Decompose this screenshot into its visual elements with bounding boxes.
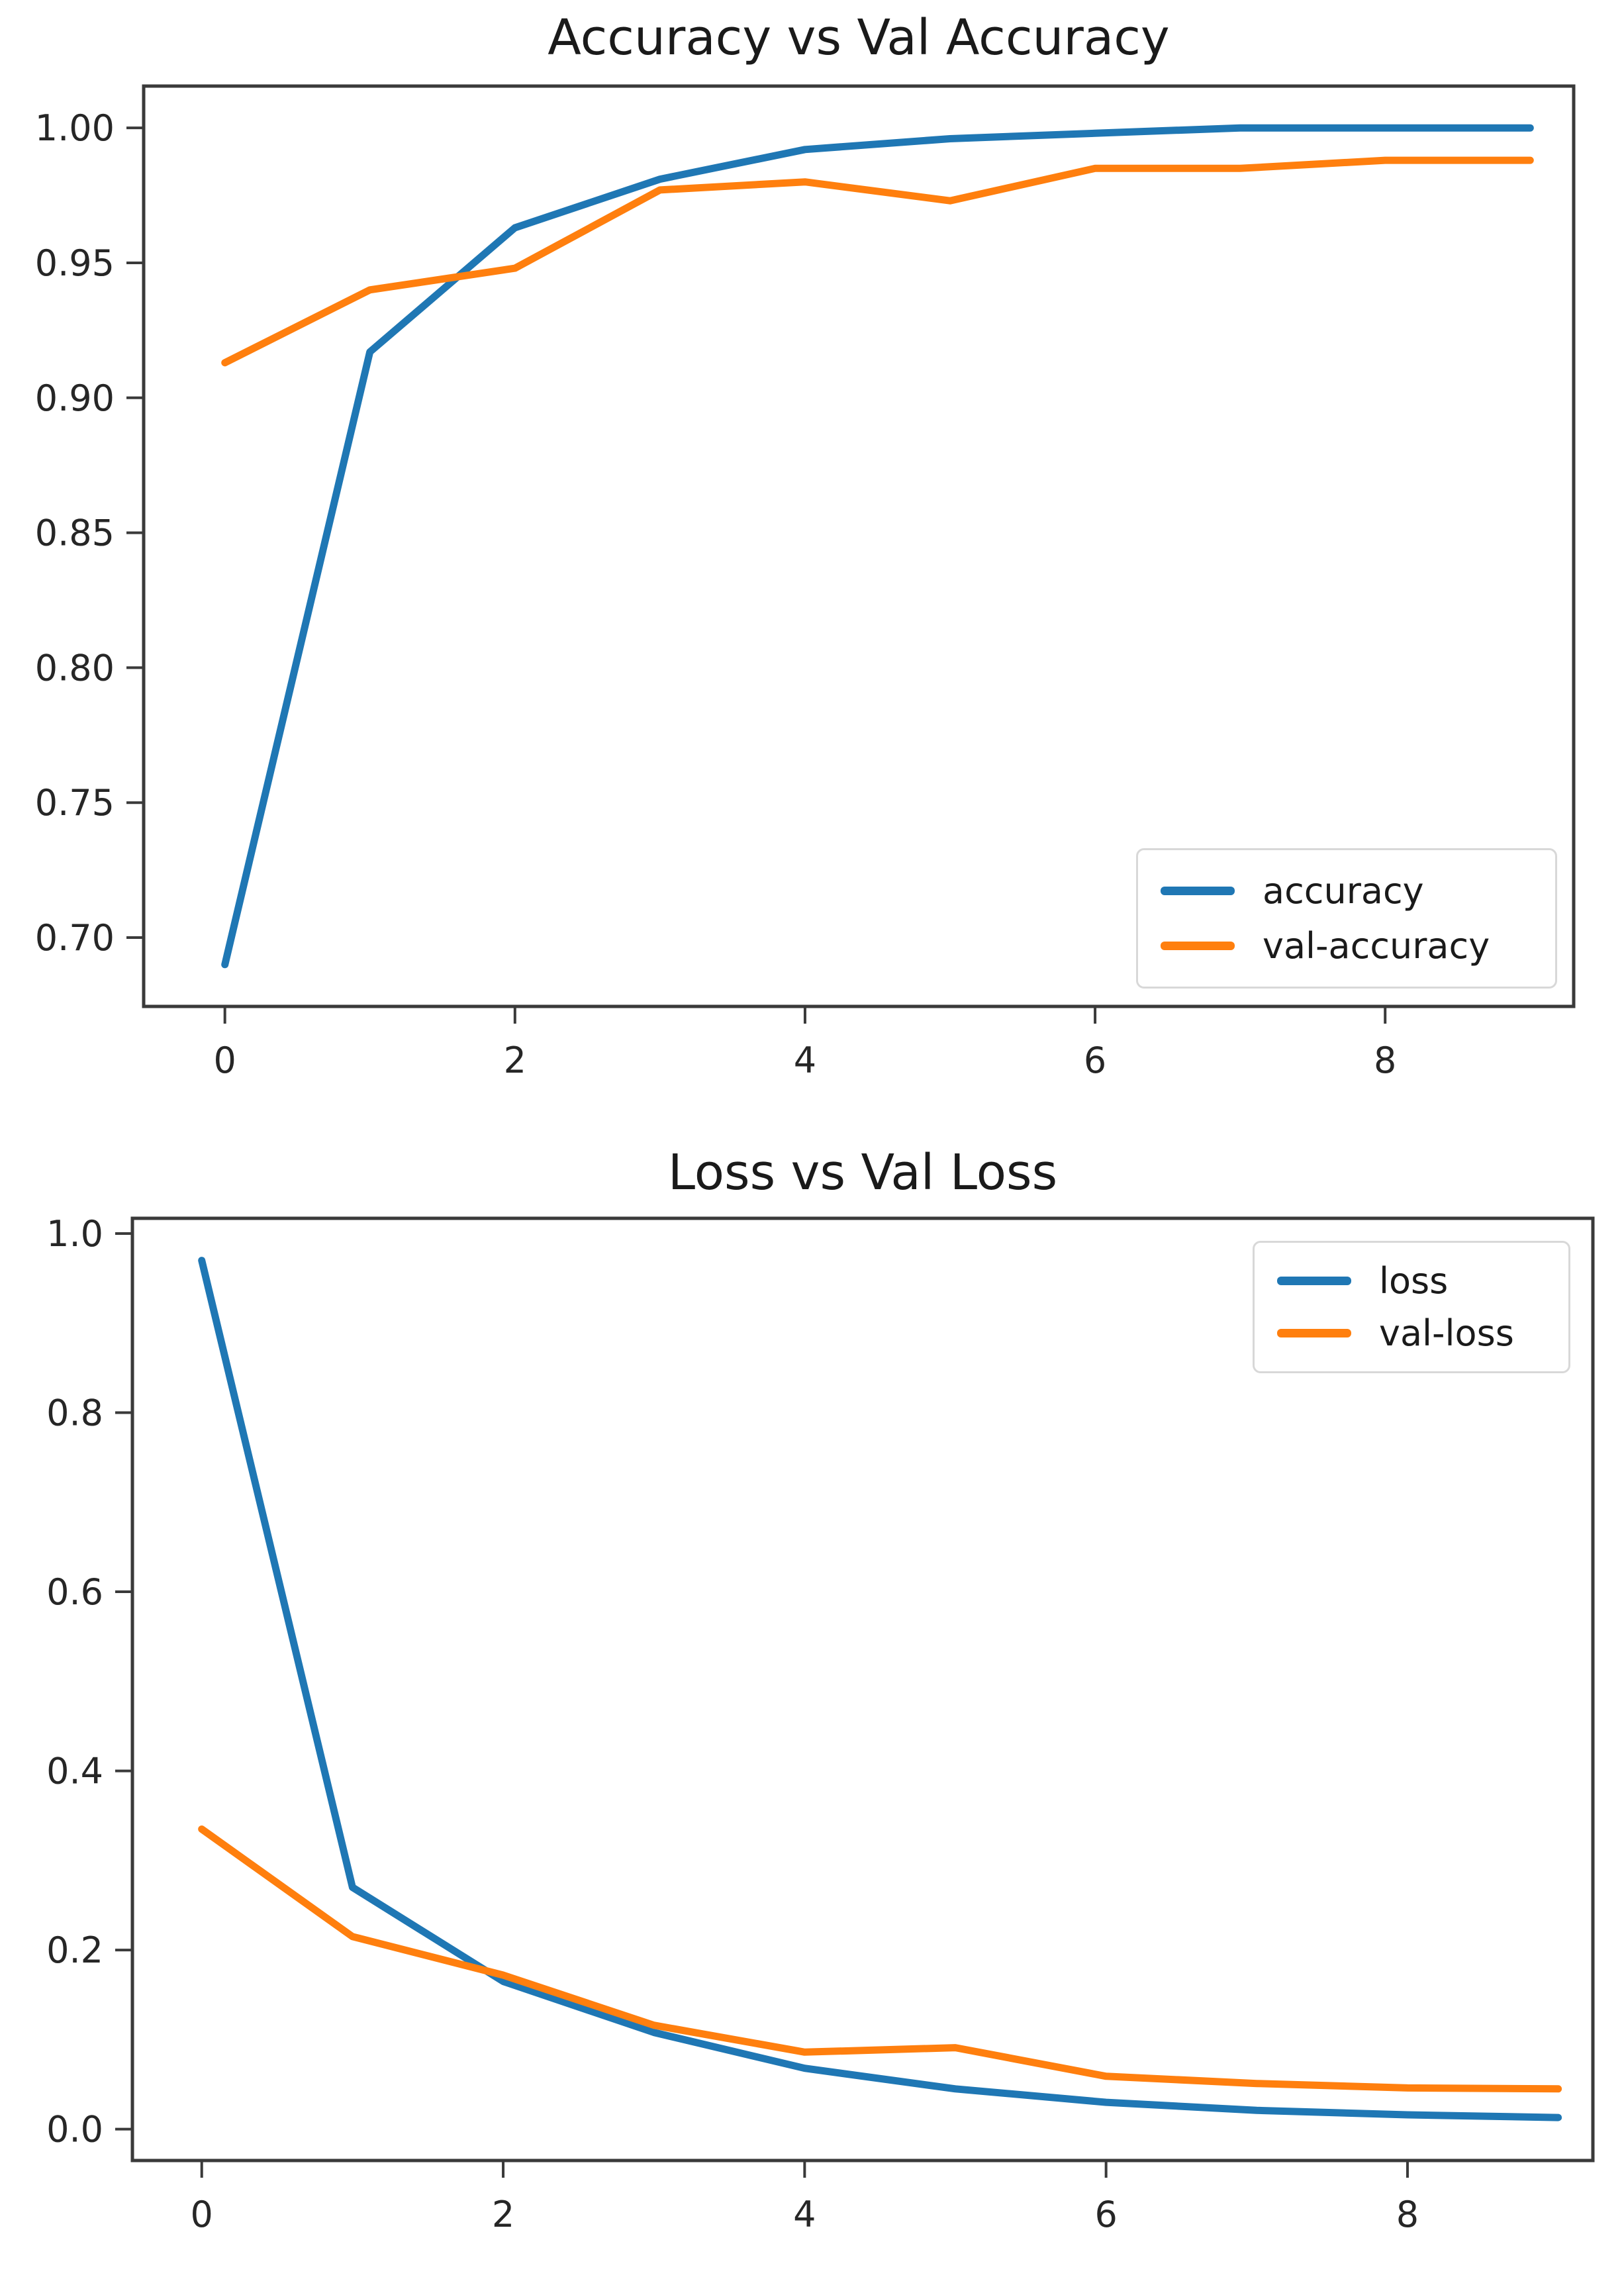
legend-item-loss: loss: [1277, 1260, 1546, 1302]
legend-item-val-accuracy: val-accuracy: [1161, 925, 1533, 967]
val-loss-line: [198, 1825, 1562, 2093]
y-tick-label: 0.75: [35, 782, 115, 824]
x-tick-label: 8: [1374, 1040, 1396, 1081]
loss-plot-canvas: 0 2 4 6 8 1.0 0.8 0.6 0.4 0.2 0.0: [46, 1213, 1595, 2235]
y-tick-label: 0.95: [35, 242, 115, 284]
val-accuracy-line-swatch: [1161, 942, 1235, 950]
x-tick-label: 2: [492, 2194, 514, 2235]
accuracy-chart-figure: 0 2 4 6 8 1.00 0.95 0.90 0.85 0.80 0.75 0.70 Accura…: [0, 0, 1624, 1126]
y-tick-label: 0.4: [46, 1751, 103, 1792]
legend-item-val-loss: val-loss: [1277, 1312, 1546, 1354]
x-tick-label: 8: [1396, 2194, 1419, 2235]
legend-item-accuracy: accuracy: [1161, 870, 1533, 912]
y-tick-label: 0.70: [35, 917, 115, 959]
val-loss-line-swatch: [1277, 1329, 1351, 1337]
accuracy-plot-canvas: 0 2 4 6 8 1.00 0.95 0.90 0.85 0.80 0.75 0.70: [35, 84, 1576, 1081]
x-tick-label: 4: [793, 2194, 816, 2235]
x-tick-label: 6: [1084, 1040, 1106, 1081]
legend-label-val-accuracy: val-accuracy: [1263, 925, 1490, 967]
x-tick-label: 4: [794, 1040, 816, 1081]
loss-line-swatch: [1277, 1277, 1351, 1285]
accuracy-chart-title: Accuracy vs Val Accuracy: [548, 9, 1170, 66]
val-accuracy-line: [221, 156, 1534, 367]
loss-chart-figure: 0 2 4 6 8 1.0 0.8 0.6 0.4 0.2 0.0 Loss vs Val Loss…: [0, 1126, 1624, 2283]
x-tick-label: 0: [191, 2194, 213, 2235]
plot-spines: [130, 1216, 1595, 2162]
loss-chart-title: Loss vs Val Loss: [667, 1144, 1058, 1201]
accuracy-line-swatch: [1161, 887, 1235, 895]
axis-ticks: 0 2 4 6 8 1.00 0.95 0.90 0.85 0.80 0.75 0.70: [35, 107, 1397, 1081]
legend-label-val-loss: val-loss: [1379, 1312, 1514, 1354]
y-tick-label: 0.8: [46, 1392, 103, 1434]
y-tick-label: 1.00: [35, 107, 115, 149]
loss-line: [198, 1257, 1562, 2121]
y-tick-label: 1.0: [46, 1213, 103, 1255]
y-tick-label: 0.90: [35, 377, 115, 419]
loss-legend: loss val-loss: [1253, 1241, 1570, 1373]
accuracy-legend: accuracy val-accuracy: [1136, 848, 1557, 989]
legend-label-accuracy: accuracy: [1263, 870, 1424, 912]
x-tick-label: 2: [504, 1040, 526, 1081]
y-tick-label: 0.80: [35, 647, 115, 689]
y-tick-label: 0.2: [46, 1929, 103, 1971]
legend-label-loss: loss: [1379, 1260, 1449, 1302]
axis-ticks: 0 2 4 6 8 1.0 0.8 0.6 0.4 0.2 0.0: [46, 1213, 1419, 2235]
plot-spines: [142, 84, 1576, 1008]
accuracy-line: [221, 124, 1534, 969]
y-tick-label: 0.0: [46, 2109, 103, 2151]
y-tick-label: 0.6: [46, 1571, 103, 1613]
y-tick-label: 0.85: [35, 512, 115, 554]
x-tick-label: 0: [213, 1040, 236, 1081]
x-tick-label: 6: [1094, 2194, 1117, 2235]
